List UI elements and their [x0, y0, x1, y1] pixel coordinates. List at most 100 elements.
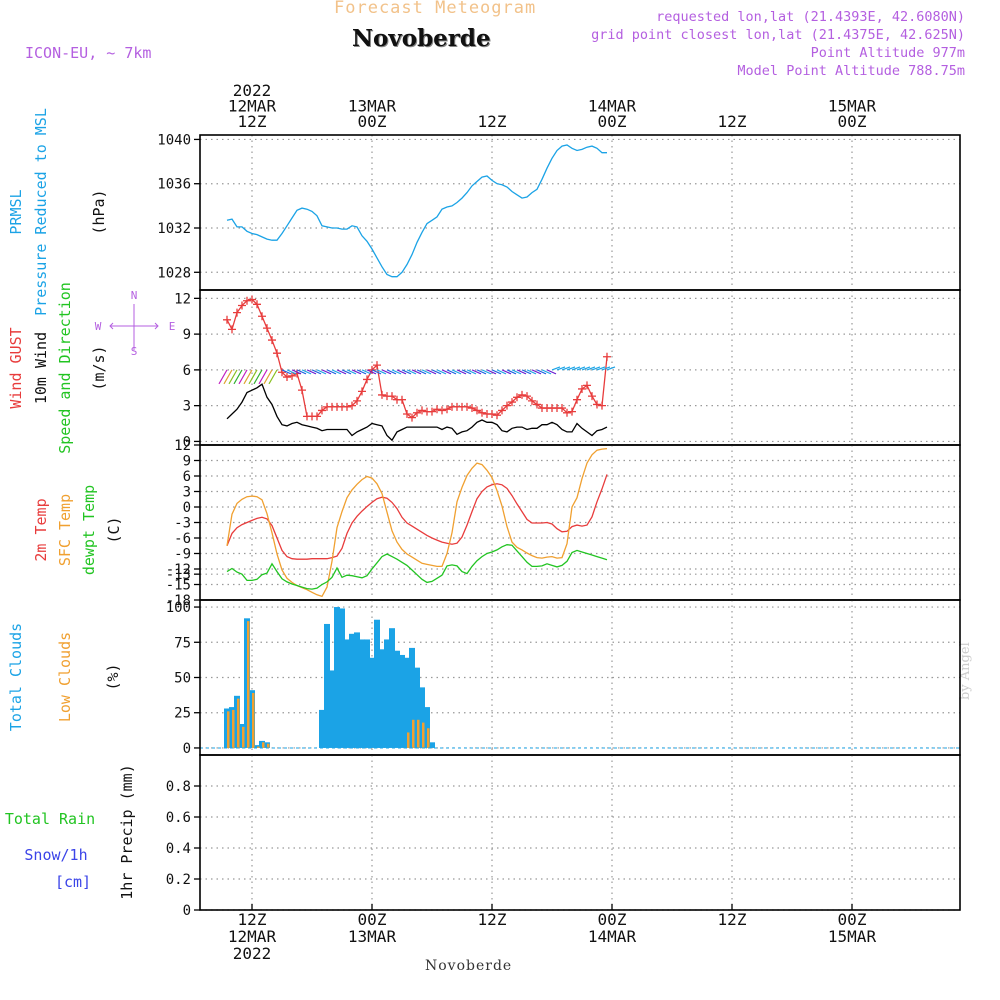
wind-barb — [238, 369, 248, 385]
wind-barb — [401, 369, 412, 375]
gust-marker — [358, 387, 366, 396]
gust-marker — [603, 352, 611, 361]
gust-marker — [238, 301, 246, 310]
wind-barb — [381, 369, 392, 375]
gust-marker — [443, 405, 451, 414]
cloud-bar — [349, 633, 355, 748]
wind-barb — [346, 369, 357, 375]
wind-barb — [471, 369, 482, 375]
cloud-bar — [359, 639, 365, 748]
cloud-bar — [374, 619, 380, 748]
wind-barb — [496, 369, 507, 375]
y-tick-label: 0 — [183, 741, 191, 757]
wind-barb — [541, 369, 552, 375]
time-label-bottom: 15MAR — [828, 927, 877, 946]
wind-barb — [218, 369, 228, 385]
gust-marker — [413, 408, 421, 417]
model-altitude: Model Point Altitude 788.75m — [737, 63, 965, 79]
wind-barb — [511, 369, 522, 375]
gust-marker — [478, 408, 486, 417]
footer-station: Novoberde — [425, 958, 513, 974]
y-tick-label: 0.8 — [166, 779, 191, 795]
wind-barb — [521, 369, 532, 375]
y-tick-label: 9 — [183, 327, 191, 343]
gust-marker — [373, 361, 381, 370]
wind-barb — [516, 369, 527, 375]
time-label-top: 00Z — [598, 112, 627, 131]
compass-s: S — [131, 345, 138, 358]
wind-barb — [461, 369, 472, 375]
cloud-bar — [262, 742, 265, 748]
wind-label-speed: Speed and Direction — [56, 282, 74, 454]
gust-marker — [418, 406, 426, 415]
gust-marker — [468, 404, 476, 413]
pressure-unit: (hPa) — [90, 189, 108, 234]
wind-barb — [566, 366, 576, 371]
gust-marker — [318, 406, 326, 415]
y-tick-label: 12 — [174, 438, 191, 454]
wind-label-10m: 10m Wind — [32, 332, 50, 404]
wind-barb — [581, 366, 591, 371]
wind-barb — [601, 366, 611, 371]
cloud-bar — [424, 707, 430, 748]
time-label-bottom: 12Z — [478, 910, 507, 929]
cloud-bar — [344, 639, 350, 748]
y-tick-label: 25 — [174, 706, 191, 722]
wind-barb — [451, 369, 462, 375]
gust-marker — [388, 392, 396, 401]
temp-label-dewpt: dewpt Temp — [80, 485, 98, 575]
compass-e: E — [169, 320, 176, 333]
y-tick-label: 12 — [174, 291, 191, 307]
wind-barb — [243, 369, 253, 385]
gust-marker — [428, 407, 436, 416]
y-tick-label: 6 — [183, 363, 191, 379]
y-tick-label: -15 — [166, 578, 191, 594]
time-label-top: 12MAR — [228, 97, 277, 116]
time-label-bottom: 00Z — [838, 910, 867, 929]
wind-barb — [223, 369, 233, 385]
gust-marker — [578, 384, 586, 393]
gust-marker — [493, 411, 501, 420]
cloud-bar — [379, 649, 385, 748]
time-label-bottom: 12Z — [238, 910, 267, 929]
cloud-bar — [339, 608, 345, 748]
requested-coords: requested lon,lat (21.4393E, 42.6080N) — [656, 9, 965, 25]
precip-label-rain: Total Rain — [5, 810, 95, 828]
wind-barb — [376, 369, 387, 375]
wind-barb — [301, 369, 312, 375]
precip-label-snow: Snow/1h — [24, 846, 87, 864]
cloud-bar — [257, 746, 260, 748]
wind-barb — [586, 366, 596, 371]
gust-marker — [508, 398, 516, 407]
gust-marker — [598, 401, 606, 410]
wind-barb — [561, 366, 571, 371]
gust-marker — [243, 296, 251, 305]
gust-marker — [488, 410, 496, 418]
time-label-top: 13MAR — [348, 97, 397, 116]
temp-label-sfc: SFC Temp — [56, 494, 74, 566]
gust-marker — [263, 324, 271, 333]
wind-barb — [286, 369, 297, 375]
compass-n: N — [131, 289, 138, 302]
wind-barb — [311, 369, 322, 375]
time-label-top: 12Z — [478, 112, 507, 131]
cloud-bar — [427, 728, 430, 748]
gust-marker — [588, 392, 596, 401]
precip-label-cm: [cm] — [55, 873, 91, 891]
gust-marker — [248, 295, 256, 304]
wind-barb — [466, 369, 477, 375]
cloud-bar — [232, 709, 235, 748]
y-tick-label: 1036 — [157, 177, 191, 193]
wind-label-gust: Wind GUST — [7, 327, 25, 408]
wind-barb — [536, 369, 547, 375]
wind-barb — [321, 369, 332, 375]
wind-barb — [491, 369, 502, 375]
gust-marker — [558, 404, 566, 413]
y-tick-label: -3 — [174, 516, 191, 532]
time-label-top: 12Z — [718, 112, 747, 131]
wind-barb — [481, 369, 492, 375]
wind-barb — [391, 369, 402, 375]
cloud-bar — [319, 709, 325, 748]
gust-marker — [528, 396, 536, 405]
